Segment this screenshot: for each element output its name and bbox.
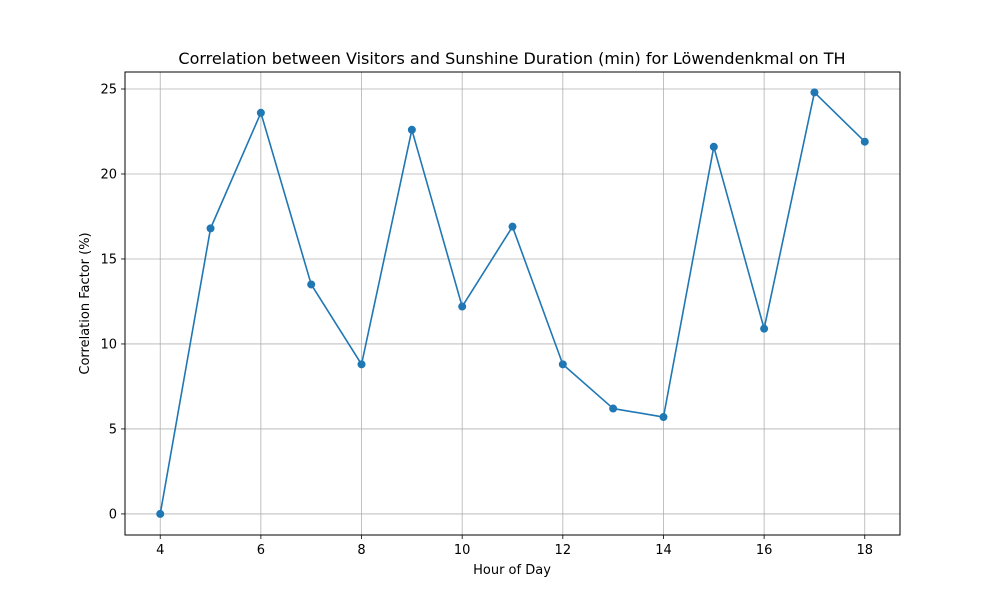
plot-frame <box>124 71 901 536</box>
y-axis-label: Correlation Factor (%) <box>78 232 93 374</box>
data-point <box>558 360 567 369</box>
data-point <box>156 509 165 518</box>
y-tick-label: 5 <box>109 422 117 437</box>
y-tick-label: 20 <box>100 167 117 182</box>
y-tick-label: 10 <box>100 337 117 352</box>
y-tick-label: 15 <box>100 252 117 267</box>
ticks: 4 6 8 10 12 14 16 18 0 5 10 15 20 25 <box>100 82 873 558</box>
x-tick-label: 6 <box>257 543 265 558</box>
data-point <box>256 108 265 117</box>
data-point <box>206 224 215 233</box>
x-tick-label: 10 <box>454 543 471 558</box>
data-point <box>307 280 316 289</box>
data-point <box>659 413 668 422</box>
x-tick-label: 8 <box>357 543 365 558</box>
x-tick-label: 16 <box>756 543 773 558</box>
grid <box>125 72 900 535</box>
data-point <box>357 360 366 369</box>
x-axis-label: Hour of Day <box>473 563 551 578</box>
data-point <box>760 324 769 333</box>
data-point <box>810 88 819 97</box>
series <box>156 88 869 518</box>
y-tick-label: 25 <box>100 82 117 97</box>
x-tick-label: 18 <box>856 543 873 558</box>
data-point <box>458 302 467 311</box>
x-tick-label: 12 <box>555 543 572 558</box>
data-point <box>609 404 618 413</box>
chart-title: Correlation between Visitors and Sunshin… <box>178 49 845 68</box>
data-point <box>407 125 416 134</box>
data-point <box>508 222 517 231</box>
data-point <box>860 137 869 146</box>
x-tick-label: 14 <box>655 543 672 558</box>
x-tick-label: 4 <box>156 543 164 558</box>
y-tick-label: 0 <box>109 507 117 522</box>
data-point <box>709 142 718 151</box>
